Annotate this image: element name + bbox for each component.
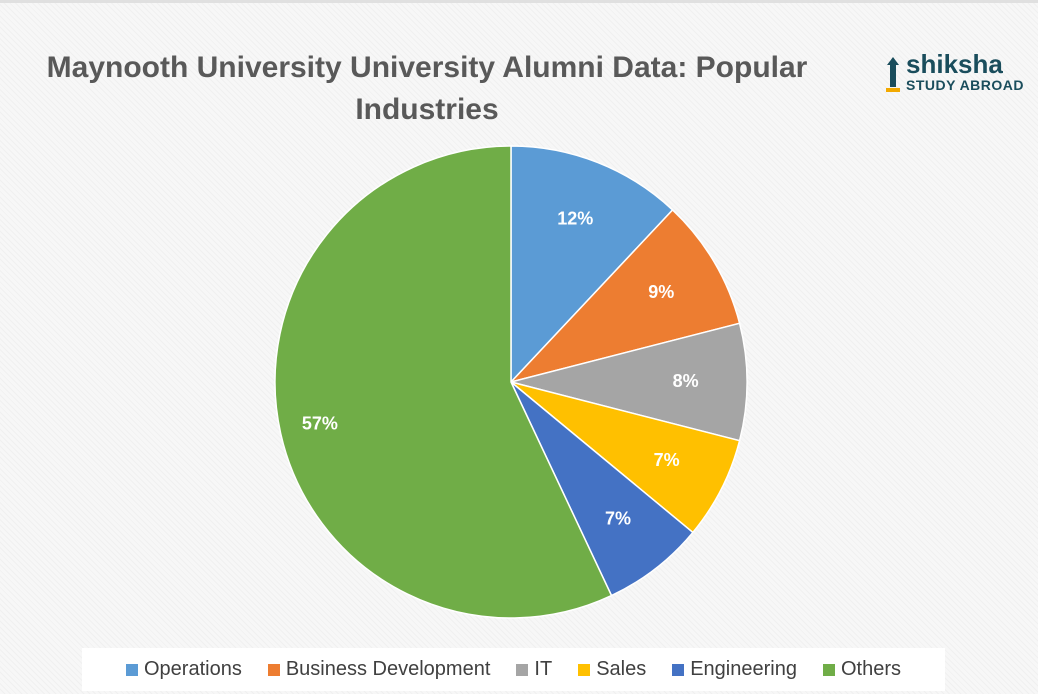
legend-label: Business Development bbox=[285, 658, 491, 680]
legend-label: Others bbox=[840, 658, 901, 680]
logo: shiksha STUDY ABROAD bbox=[884, 51, 1024, 93]
pie-slice bbox=[510, 145, 674, 384]
data-label: 8% bbox=[673, 371, 699, 391]
legend-item: Operations bbox=[126, 658, 242, 681]
legend-item: Others bbox=[822, 658, 901, 681]
pie-slice bbox=[274, 145, 613, 619]
legend-swatch bbox=[578, 663, 591, 676]
logo-tagline: STUDY ABROAD bbox=[906, 77, 1025, 93]
legend-swatch bbox=[822, 663, 835, 676]
legend-label: Engineering bbox=[690, 658, 797, 680]
legend-label: IT bbox=[534, 658, 553, 680]
legend-label: Sales bbox=[596, 658, 647, 680]
pie-slice bbox=[510, 381, 741, 534]
data-label: 7% bbox=[654, 450, 680, 470]
legend-item: Sales bbox=[578, 658, 646, 681]
legend-swatch bbox=[126, 663, 138, 676]
data-label: 7% bbox=[605, 509, 631, 529]
data-label: 57% bbox=[302, 413, 338, 433]
chart-title: Maynooth University University Alumni Da… bbox=[46, 51, 808, 126]
legend-swatch bbox=[672, 663, 685, 676]
legend-item: Business Development bbox=[267, 658, 491, 681]
logo-icon bbox=[886, 57, 900, 92]
legend-item: IT bbox=[516, 658, 552, 681]
legend-swatch bbox=[516, 663, 529, 676]
legend: Operations Business Development IT Sales Eng… bbox=[82, 648, 945, 691]
legend-item: Engineering bbox=[672, 658, 797, 681]
pie-slice bbox=[508, 208, 741, 384]
pie-slice bbox=[510, 381, 694, 597]
logo-name: shiksha bbox=[906, 49, 1003, 79]
legend-label: Operations bbox=[144, 658, 242, 680]
data-label: 12% bbox=[557, 208, 593, 228]
data-label: 9% bbox=[648, 282, 674, 302]
pie-slice bbox=[510, 322, 748, 442]
legend-swatch bbox=[267, 663, 280, 676]
pie-chart: 12% 9% 8% 7% 7% 57% bbox=[274, 145, 748, 619]
